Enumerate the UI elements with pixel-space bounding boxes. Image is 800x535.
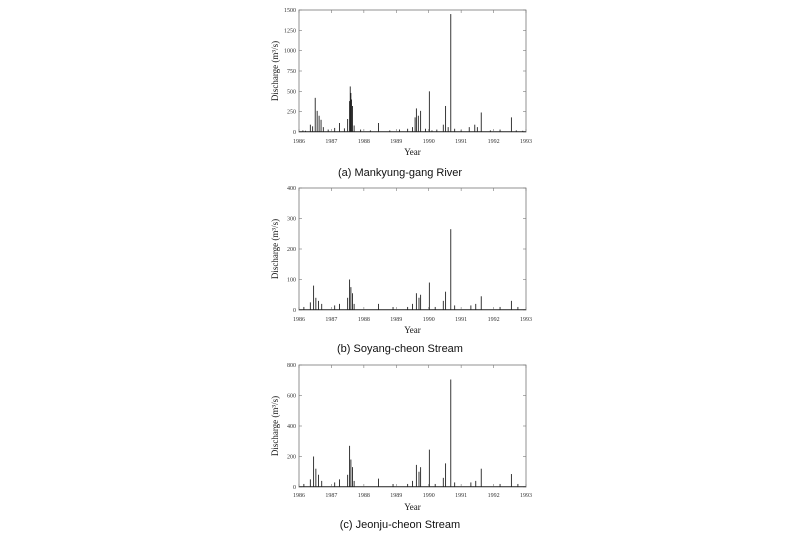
x-tick-label: 1986 [293,493,305,499]
y-tick-label: 750 [287,69,296,75]
y-tick-label: 200 [287,455,296,461]
x-tick-label: 1991 [455,493,467,499]
x-tick-label: 1989 [390,493,402,499]
x-tick-label: 1993 [520,139,532,145]
y-tick-label: 0 [293,130,296,136]
y-tick-label: 500 [287,89,296,95]
x-tick-label: 1989 [390,139,402,145]
x-tick-label: 1992 [488,317,500,323]
y-tick-label: 200 [287,247,296,253]
y-tick-label: 400 [287,424,296,430]
x-tick-label: 1990 [423,317,435,323]
plot-frame [298,364,527,488]
x-tick-label: 1990 [423,139,435,145]
plot-frame [298,187,527,311]
x-tick-label: 1986 [293,317,305,323]
y-tick-label: 250 [287,110,296,116]
x-tick-label: 1987 [325,139,337,145]
x-axis-title: Year [404,147,421,157]
panel-caption: (a) Mankyung-gang River [338,167,462,179]
y-tick-label: 1250 [284,28,296,34]
x-tick-label: 1992 [488,493,500,499]
x-tick-label: 1986 [293,139,305,145]
y-axis-title: Discharge (m³/s) [270,396,280,456]
y-tick-label: 100 [287,278,296,284]
x-tick-label: 1993 [520,493,532,499]
x-tick-label: 1993 [520,317,532,323]
chart-panel-1: 0 250 500 750 1000 1250 1500 1986 1987 1988 1989 19… [270,8,532,179]
y-tick-label: 600 [287,394,296,400]
x-tick-label: 1988 [358,493,370,499]
y-axis-title: Discharge (m³/s) [270,41,280,101]
x-tick-label: 1988 [358,139,370,145]
panel-caption: (c) Jeonju-cheon Stream [340,519,460,531]
x-tick-label: 1987 [325,493,337,499]
y-tick-label: 1500 [284,8,296,14]
y-tick-label: 0 [293,485,296,491]
y-tick-label: 400 [287,186,296,192]
chart-panel-2: 0 100 200 300 400 1986 1987 1988 1989 1990 1991 199… [270,186,532,355]
chart-panel-3: 0 200 400 600 800 1986 1987 1988 1989 1990 1991 199… [270,363,532,531]
x-tick-label: 1990 [423,493,435,499]
y-tick-label: 1000 [284,49,296,55]
x-tick-label: 1987 [325,317,337,323]
x-tick-label: 1988 [358,317,370,323]
y-tick-label: 0 [293,308,296,314]
y-tick-label: 800 [287,363,296,369]
panel-caption: (b) Soyang-cheon Stream [337,343,463,355]
x-tick-label: 1992 [488,139,500,145]
x-tick-label: 1991 [455,317,467,323]
plot-frame [298,9,527,133]
x-axis-title: Year [404,502,421,512]
x-axis-title: Year [404,325,421,335]
y-tick-label: 300 [287,217,296,223]
y-axis-title: Discharge (m³/s) [270,219,280,279]
x-tick-label: 1989 [390,317,402,323]
x-tick-label: 1991 [455,139,467,145]
